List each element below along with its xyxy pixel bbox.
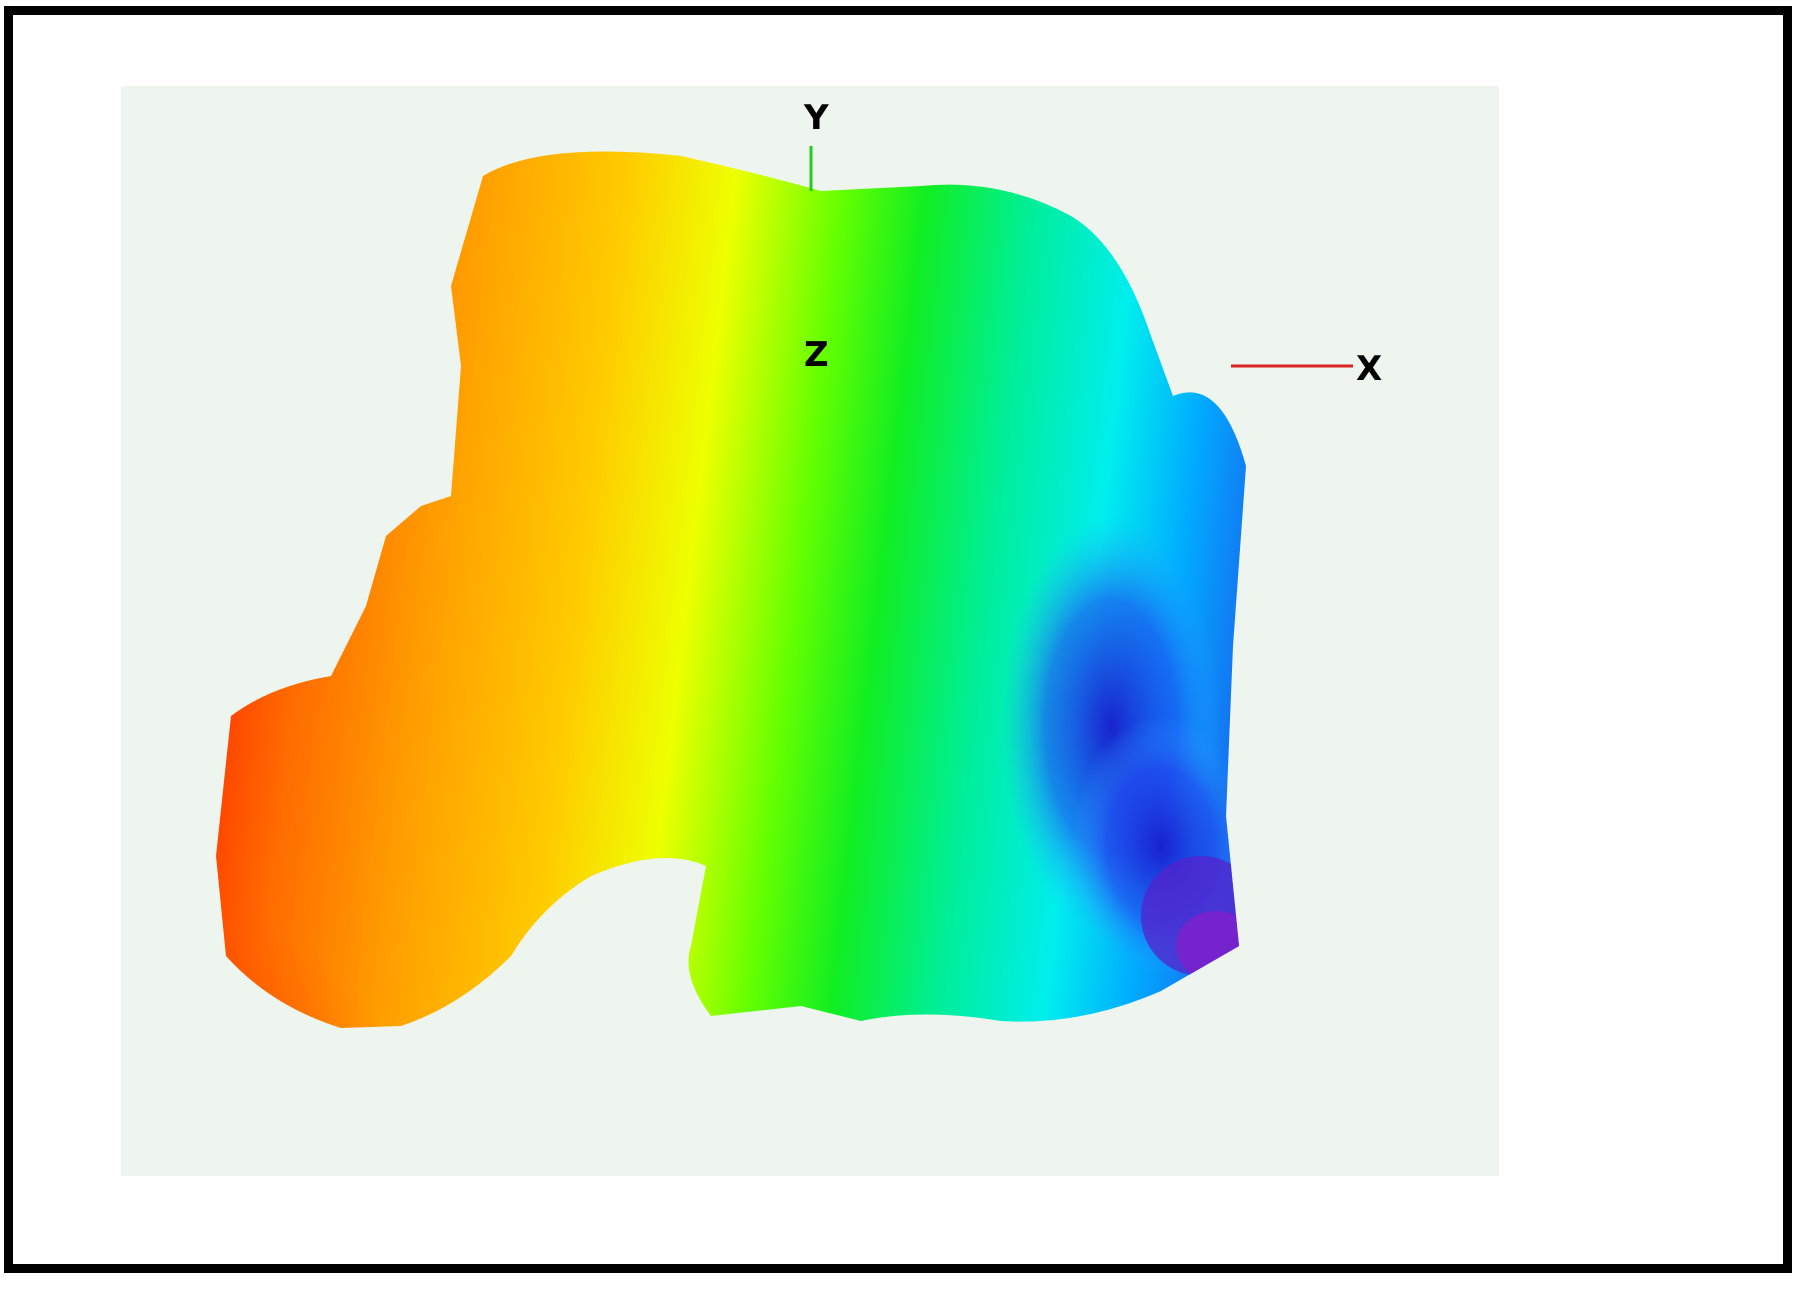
render-viewport[interactable]: Y X Z [121, 86, 1499, 1176]
surface-plot: Y X Z [121, 86, 1499, 1176]
window-frame: Y X Z [4, 6, 1792, 1273]
axis-triad: Y X Z [803, 98, 1382, 389]
y-axis-label: Y [803, 98, 829, 138]
z-axis-label: Z [804, 335, 829, 375]
x-axis-label: X [1356, 349, 1382, 389]
